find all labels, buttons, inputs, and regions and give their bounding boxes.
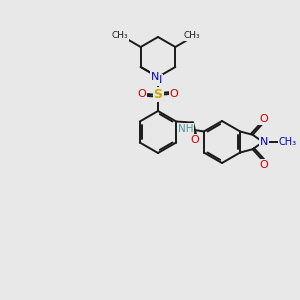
Text: CH₃: CH₃ [279, 137, 297, 147]
Text: O: O [259, 160, 268, 170]
Text: O: O [191, 135, 200, 145]
Text: N: N [260, 137, 268, 147]
Text: S: S [154, 88, 163, 100]
Text: CH₃: CH₃ [111, 32, 128, 40]
Text: N: N [154, 75, 162, 85]
Text: O: O [138, 89, 146, 99]
Text: CH₃: CH₃ [183, 32, 200, 40]
Text: O: O [169, 89, 178, 99]
Text: O: O [259, 114, 268, 124]
Text: NH: NH [178, 124, 194, 134]
Text: N: N [151, 72, 159, 82]
